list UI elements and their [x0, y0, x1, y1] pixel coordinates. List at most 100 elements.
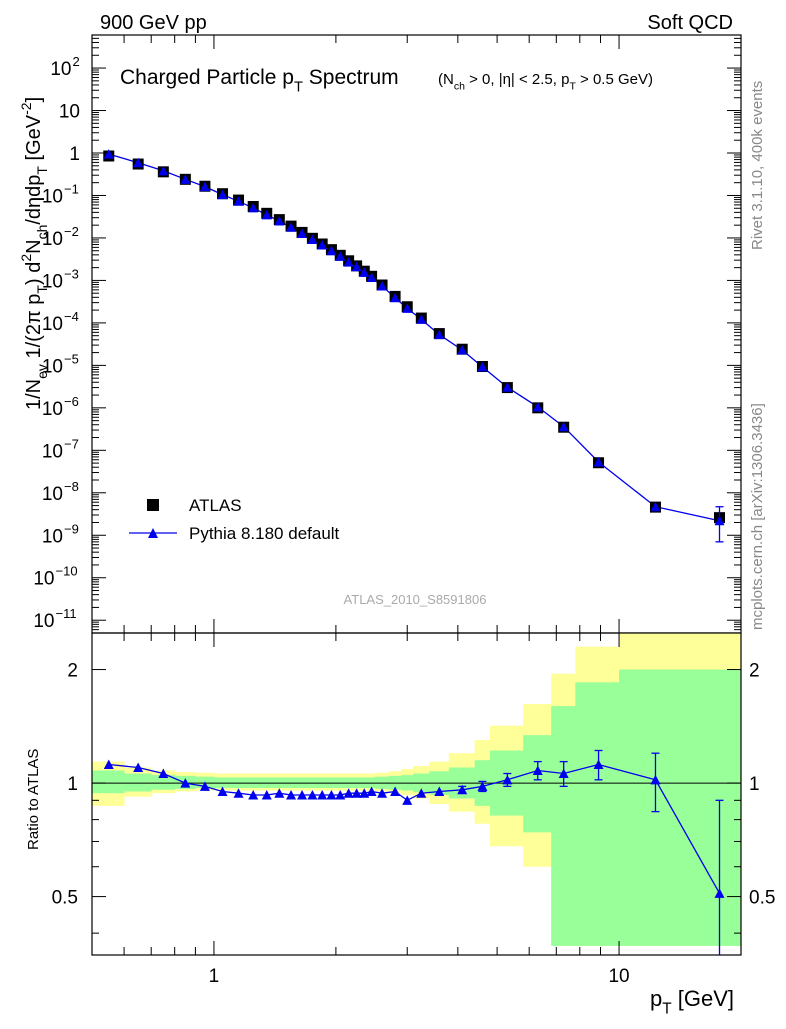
y-axis-label-part: ]: [23, 97, 45, 103]
ratio-y-tick-label: 0.5: [52, 888, 78, 909]
ratio-data-point: [158, 768, 169, 779]
mc-data-point: [233, 196, 244, 206]
mc-data-point: [103, 149, 114, 159]
chart-subtitle: (Nch > 0, |η| < 2.5, pT > 0.5 GeV): [438, 71, 653, 92]
y-axis-label-part: ev: [34, 364, 50, 379]
ratio-data-point: [366, 786, 377, 796]
ratio-data-point: [457, 784, 468, 795]
uncertainty-band-inner: [151, 775, 176, 790]
mc-data-point: [180, 174, 191, 184]
ratio-data-point: [343, 788, 354, 798]
ratio-data-point: [390, 786, 401, 796]
chart-subtitle-part: > 0.5 GeV): [576, 71, 653, 88]
y-tick-label: 10: [42, 399, 63, 420]
y-axis-label-part: 2: [18, 254, 34, 262]
chart-title-part: Spectrum: [303, 66, 399, 89]
ratio-plot: 1 10 pT [GeV] 0.5 0.5 1 1 2 2 Ratio to ATLAS: [25, 632, 775, 1018]
y-tick-exponent: −6: [64, 394, 79, 409]
uncertainty-band-inner: [551, 706, 576, 946]
legend-marker-atlas: [147, 499, 159, 511]
mc-data-point: [297, 228, 308, 239]
ratio-data-point: [217, 786, 228, 796]
y-axis-label-part: 1/(2π p: [23, 294, 45, 365]
ratio-data-point: [248, 789, 259, 800]
chart-subtitle-part: (N: [438, 71, 454, 88]
mc-data-point: [158, 165, 169, 176]
ratio-data-point: [274, 788, 285, 798]
y-axis-label-part: ch: [34, 225, 50, 240]
legend-label-atlas: ATLAS: [189, 496, 242, 515]
mc-data-point: [217, 189, 228, 200]
y-tick-label: 10: [42, 186, 63, 207]
ratio-data-point: [532, 765, 543, 775]
y-tick-label: 10: [42, 526, 63, 547]
mc-data-point: [317, 240, 328, 250]
y-axis-label-part: ) d: [23, 262, 45, 285]
mc-data-point: [434, 329, 445, 340]
mc-data-point: [477, 361, 488, 372]
y-tick-exponent: −2: [64, 224, 79, 239]
watermark: ATLAS_2010_S8591806: [344, 592, 487, 607]
y-axis-label-part: -2: [18, 102, 34, 115]
ratio-data-point: [307, 789, 318, 800]
side-text-mcplots: mcplots.cern.ch [arXiv:1306.3436]: [749, 403, 766, 630]
y-tick-label: 10: [42, 271, 63, 292]
y-tick-exponent: −7: [64, 436, 79, 451]
y-axis-label: 1/Nev 1/(2π pT) d2Nch/dηdpT [GeV-2]: [18, 97, 50, 410]
y-tick-label: 10: [59, 102, 80, 123]
ratio-data-point: [317, 789, 328, 800]
ratio-data-point: [477, 781, 488, 791]
uncertainty-band-inner: [124, 773, 152, 792]
y-axis-label-part: 1/N: [23, 379, 45, 410]
mc-data-point: [377, 280, 388, 291]
ratio-data-point: [180, 778, 191, 788]
y-tick-label: 1: [69, 144, 80, 165]
mc-data-point: [416, 314, 427, 324]
ratio-frame: [91, 632, 742, 956]
chart-subtitle-part: ch: [454, 80, 465, 92]
ratio-data-point: [286, 789, 297, 800]
ratio-data-point: [650, 774, 661, 785]
ratio-data-point: [558, 768, 569, 779]
mc-data-point: [286, 222, 297, 232]
main-plot: 10−1110−1010−910−810−710−610−510−410−310…: [18, 34, 742, 634]
ratio-data-point: [326, 789, 337, 800]
y-tick-exponent: −5: [64, 351, 79, 366]
y-tick-label: 10: [42, 314, 63, 335]
uncertainty-band-inner: [523, 735, 552, 833]
mc-data-point: [343, 257, 354, 267]
x-axis-label-part: [GeV]: [672, 986, 734, 1011]
side-text-rivet: Rivet 3.1.10, 400k events: [749, 81, 766, 250]
y-tick-exponent: 2: [73, 54, 80, 69]
mc-line: [108, 153, 720, 522]
chart-subtitle-part: T: [569, 80, 576, 92]
ratio-data-point: [402, 795, 413, 805]
ratio-data-point: [502, 774, 513, 785]
x-axis-label: pT [GeV]: [650, 986, 734, 1018]
ratio-data-point: [103, 759, 114, 770]
ratio-data-point: [351, 788, 362, 798]
ratio-data-point: [297, 789, 308, 800]
ratio-data-point: [261, 789, 272, 800]
x-tick-label: 10: [608, 966, 629, 987]
y-axis-label-part: T: [34, 285, 50, 294]
y-tick-label: 10: [33, 611, 54, 632]
y-tick-label: 10: [50, 59, 71, 80]
mc-data-point: [335, 251, 346, 261]
y-tick-exponent: −10: [56, 564, 78, 579]
y-tick-exponent: −1: [64, 181, 79, 196]
ratio-data-point: [714, 888, 725, 898]
ratio-y-tick-label-right: 1: [749, 774, 760, 795]
uncertainty-band-inner: [92, 770, 125, 794]
chart-title-part: Charged Particle p: [120, 66, 294, 89]
main-frame: [91, 34, 742, 634]
chart-title-part: T: [294, 79, 303, 95]
mc-data-point: [274, 216, 285, 226]
y-tick-exponent: −3: [64, 266, 79, 281]
chart-title: Charged Particle pT Spectrum: [120, 66, 399, 95]
uncertainty-band-inner: [685, 669, 742, 946]
y-tick-label: 10: [33, 569, 54, 590]
mc-data-point: [248, 202, 259, 213]
mc-data-point: [558, 421, 569, 432]
